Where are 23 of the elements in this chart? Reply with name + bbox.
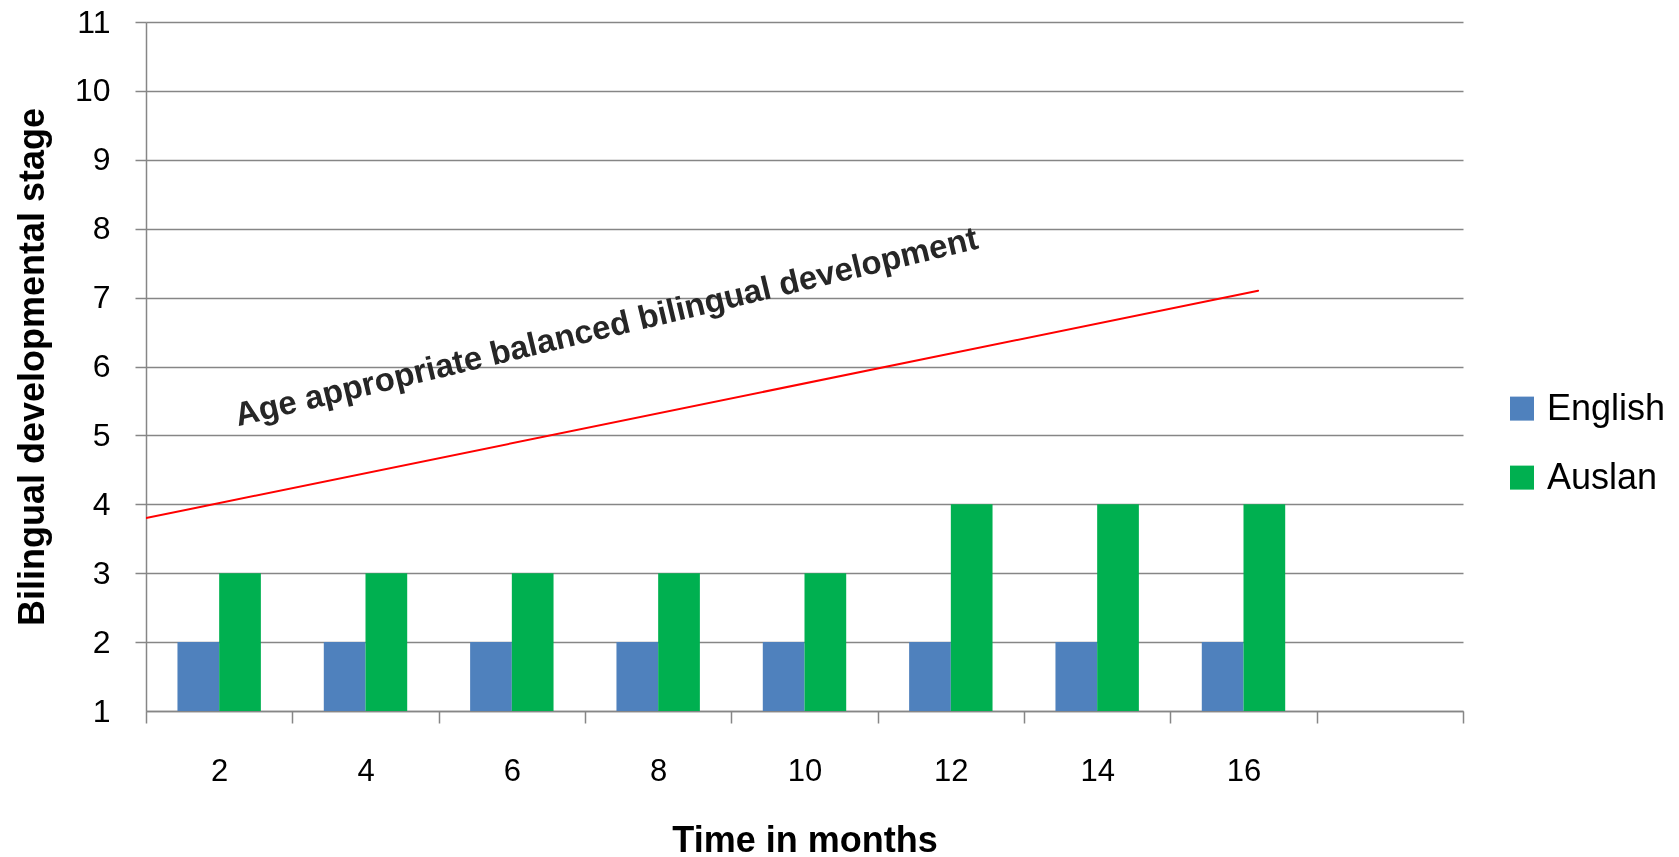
x-tick-label: 16 xyxy=(1226,752,1262,788)
y-tick-label: 11 xyxy=(77,3,111,40)
y-tick-label: 7 xyxy=(92,279,111,316)
y-axis-title: Bilingual developmental stage xyxy=(10,107,52,627)
legend-label: English xyxy=(1547,386,1666,428)
y-tick-label: 3 xyxy=(92,554,111,591)
y-tick-label: 1 xyxy=(92,692,111,729)
x-axis-title: Time in months xyxy=(672,818,938,857)
x-tick-label: 4 xyxy=(357,752,375,788)
y-tick-label: 2 xyxy=(92,623,111,660)
y-tick-label: 9 xyxy=(92,141,111,178)
x-tick-label: 14 xyxy=(1080,752,1115,788)
x-tick-label: 2 xyxy=(211,752,229,788)
x-tick-label: 8 xyxy=(650,752,668,788)
y-tick-label: 6 xyxy=(92,348,111,384)
x-tick-label: 12 xyxy=(934,752,969,788)
y-tick-label: 5 xyxy=(92,416,111,453)
legend-label: Auslan xyxy=(1547,455,1658,497)
x-tick-label: 6 xyxy=(503,752,521,788)
y-tick-label: 4 xyxy=(92,485,111,522)
x-tick-label: 10 xyxy=(787,752,823,788)
y-tick-label: 10 xyxy=(74,72,111,109)
y-tick-label: 8 xyxy=(92,210,111,247)
